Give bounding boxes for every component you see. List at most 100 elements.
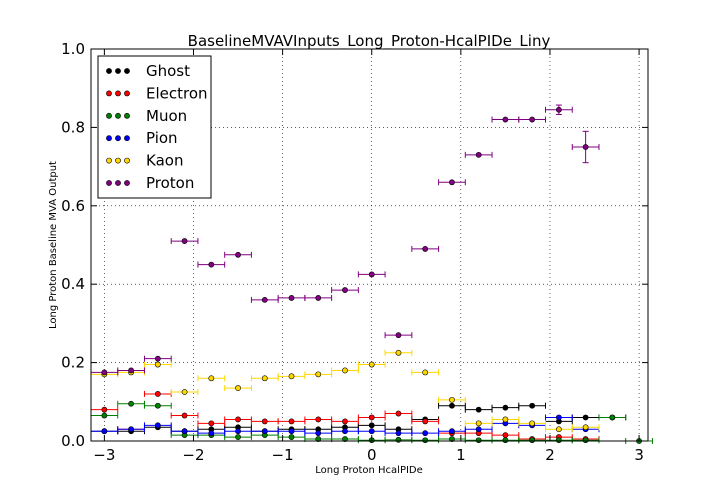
data-point: [555, 414, 562, 421]
data-point: [475, 426, 482, 433]
data-point: [342, 428, 348, 435]
data-point: [315, 371, 322, 378]
data-point: [475, 151, 482, 158]
data-point: [101, 406, 108, 413]
data-point: [261, 418, 268, 425]
data-point: [449, 396, 455, 403]
legend-marker: [115, 90, 121, 97]
data-point: [475, 406, 482, 413]
x-tick-label: −2: [182, 446, 204, 464]
data-point: [154, 422, 161, 429]
data-point: [582, 437, 589, 444]
legend-item: Electron: [106, 84, 208, 102]
data-point: [449, 436, 455, 442]
data-point: [288, 428, 295, 435]
data-point: [502, 416, 509, 423]
series-proton: [90, 104, 600, 376]
legend-box: [97, 55, 212, 199]
data-point: [422, 430, 429, 437]
data-point: [315, 295, 322, 301]
legend-item: Proton: [106, 174, 194, 192]
data-point: [208, 375, 215, 382]
data-point: [395, 410, 402, 417]
data-point: [154, 391, 161, 397]
data-point: [502, 437, 509, 444]
y-tick-label: 0.0: [61, 432, 85, 450]
x-tick-label: 1: [456, 446, 466, 464]
data-point: [288, 434, 295, 440]
data-point: [128, 367, 135, 374]
data-point: [154, 361, 161, 368]
data-point: [288, 373, 295, 380]
data-point: [582, 414, 589, 421]
data-point: [475, 420, 482, 427]
data-point: [475, 437, 482, 444]
data-point: [529, 420, 536, 427]
legend-marker: [124, 135, 130, 142]
data-point: [555, 106, 562, 113]
data-point: [261, 428, 268, 435]
legend-marker: [106, 112, 112, 119]
legend-marker: [115, 180, 121, 186]
data-point: [582, 424, 589, 431]
x-tick-label: 0: [367, 446, 377, 464]
data-point: [342, 418, 348, 425]
y-tick-label: 1.0: [61, 40, 85, 58]
y-axis-label: Long Proton Baseline MVA Output: [48, 161, 59, 329]
legend-marker: [124, 90, 130, 97]
data-point: [502, 116, 509, 123]
data-point: [261, 375, 268, 382]
data-point: [181, 428, 188, 435]
data-point: [235, 416, 241, 423]
x-tick-label: 3: [634, 446, 644, 464]
data-point: [181, 389, 188, 395]
data-point: [502, 432, 509, 439]
data-point: [422, 246, 429, 252]
data-point: [555, 426, 562, 433]
chart-title: BaselineMVAVInputs_Long_Proton-HcalPIDe_…: [188, 32, 551, 51]
data-point: [449, 428, 455, 435]
data-point: [315, 436, 322, 442]
legend-item: Muon: [106, 107, 187, 125]
legend-marker: [115, 112, 121, 119]
legend-label: Proton: [146, 174, 194, 192]
data-point: [422, 418, 429, 425]
data-point: [342, 367, 348, 374]
data-series: [90, 104, 653, 444]
plot-frame: [90, 48, 649, 442]
data-point: [101, 412, 108, 419]
data-point: [368, 414, 375, 421]
data-point: [368, 271, 375, 278]
x-tick-label: −3: [93, 446, 115, 464]
data-point: [502, 404, 509, 411]
data-point: [181, 238, 188, 244]
data-point: [368, 428, 375, 435]
data-point: [208, 261, 215, 268]
data-point: [208, 420, 215, 427]
data-point: [315, 416, 322, 423]
data-point: [154, 355, 161, 362]
y-tick-label: 0.4: [61, 275, 85, 293]
data-point: [368, 422, 375, 429]
legend-marker: [115, 157, 121, 164]
data-point: [235, 428, 241, 435]
data-point: [128, 400, 135, 407]
axis-ticks: −3 −2 −1 0 1 2 3 0.0 0.2 0.4 0.6 0.8 1.0: [61, 40, 648, 464]
legend-label: Kaon: [146, 152, 183, 170]
legend-label: Electron: [146, 84, 208, 102]
data-point: [101, 428, 108, 435]
x-tick-label: −1: [272, 446, 294, 464]
legend-marker: [124, 180, 130, 186]
data-point: [235, 251, 241, 258]
legend-marker: [115, 135, 121, 142]
legend-item: Kaon: [106, 152, 183, 170]
legend-marker: [106, 68, 112, 74]
legend-marker: [106, 90, 112, 97]
y-tick-label: 0.6: [61, 197, 85, 215]
legend-marker: [115, 68, 121, 74]
legend-item: Ghost: [106, 62, 190, 80]
data-point: [395, 349, 402, 356]
legend-label: Muon: [146, 107, 187, 125]
data-point: [395, 436, 402, 443]
